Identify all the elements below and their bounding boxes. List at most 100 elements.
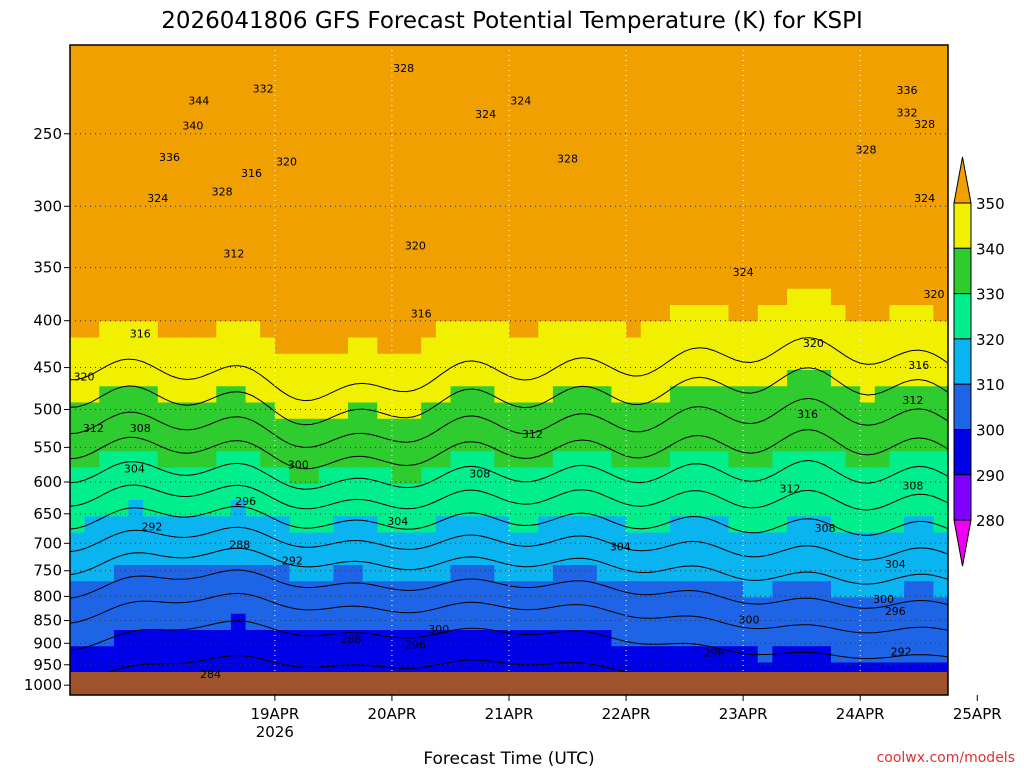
field-cell <box>874 207 891 225</box>
field-cell <box>713 288 730 306</box>
field-cell <box>918 548 934 566</box>
field-cell <box>772 370 788 387</box>
contour-label: 292 <box>891 646 912 659</box>
field-cell <box>289 451 305 469</box>
field-cell <box>918 613 934 631</box>
field-cell <box>421 581 437 599</box>
field-cell <box>772 142 788 160</box>
field-cell <box>260 613 276 631</box>
field-cell <box>304 597 320 615</box>
field-cell <box>450 321 466 339</box>
field-cell <box>743 207 759 225</box>
field-cell <box>684 386 700 404</box>
field-cell <box>333 77 349 95</box>
field-cell <box>494 516 510 534</box>
field-cell <box>567 353 583 371</box>
field-cell <box>684 288 700 306</box>
isentrope-320 <box>70 505 948 536</box>
field-cell <box>450 240 466 257</box>
field-cell <box>348 483 364 501</box>
field-cell <box>172 256 188 274</box>
field-cell <box>669 288 686 306</box>
field-cell <box>874 483 891 501</box>
field-cell <box>99 418 115 436</box>
field-cell <box>304 272 320 290</box>
field-cell <box>289 77 305 95</box>
field-cell <box>611 126 627 144</box>
field-cell <box>289 337 305 355</box>
y-tick-label: 350 <box>33 259 62 277</box>
field-cell <box>216 630 232 647</box>
field-cell <box>889 142 905 160</box>
field-cell <box>772 483 788 501</box>
field-cell <box>640 483 656 501</box>
field-cell <box>874 272 891 290</box>
field-cell <box>743 565 759 582</box>
field-cell <box>582 207 598 225</box>
field-cell <box>187 272 203 290</box>
field-cell <box>787 110 803 127</box>
field-cell <box>157 77 174 95</box>
field-cell <box>84 516 100 534</box>
field-cell <box>274 581 291 599</box>
field-cell <box>889 191 905 209</box>
field-cell <box>289 597 305 615</box>
field-cell <box>713 532 730 550</box>
field-cell <box>860 223 876 241</box>
isentrope-contours <box>70 337 948 687</box>
contour-label: 328 <box>856 143 877 156</box>
field-cell <box>567 597 583 615</box>
field-cell <box>348 126 364 144</box>
field-cell <box>172 142 188 160</box>
field-cell <box>816 402 832 420</box>
field-cell <box>582 581 598 599</box>
field-cell <box>377 467 393 485</box>
field-cell <box>318 451 334 469</box>
field-cell <box>596 93 613 111</box>
field-cell <box>187 418 203 436</box>
field-cell <box>274 321 291 339</box>
field-cell <box>933 565 948 582</box>
field-cell <box>362 548 378 566</box>
field-cell <box>509 272 525 290</box>
credit-link[interactable]: coolwx.com/models <box>877 750 1015 766</box>
field-cell <box>157 630 174 647</box>
field-cell <box>772 337 788 355</box>
field-cell <box>450 305 466 322</box>
field-cell <box>143 142 159 160</box>
field-cell <box>318 158 334 176</box>
field-cell <box>450 223 466 241</box>
field-cell <box>538 288 554 306</box>
field-cell <box>904 191 920 209</box>
field-cell <box>406 418 422 436</box>
field-cell <box>421 613 437 631</box>
field-cell <box>889 175 905 192</box>
field-cell <box>201 451 217 469</box>
field-cell <box>626 256 642 274</box>
field-cell <box>421 158 437 176</box>
field-cell <box>450 256 466 274</box>
field-cell <box>669 142 686 160</box>
field-cell <box>260 207 276 225</box>
field-cell <box>348 321 364 339</box>
field-cell <box>933 467 948 485</box>
field-cell <box>318 61 334 79</box>
field-cell <box>757 418 773 436</box>
field-cell <box>99 597 115 615</box>
field-cell <box>611 451 627 469</box>
field-cell <box>216 45 232 62</box>
field-cell <box>157 548 174 566</box>
field-cell <box>801 516 817 534</box>
field-cell <box>157 532 174 550</box>
field-cell <box>143 272 159 290</box>
field-cell <box>626 467 642 485</box>
field-cell <box>479 45 495 62</box>
field-cell <box>523 548 539 566</box>
contour-label: 312 <box>902 394 923 407</box>
isentrope-312 <box>70 547 948 585</box>
field-cell <box>99 126 115 144</box>
field-cell <box>391 646 408 664</box>
field-cell <box>333 613 349 631</box>
field-cell <box>801 532 817 550</box>
field-cell <box>450 272 466 290</box>
